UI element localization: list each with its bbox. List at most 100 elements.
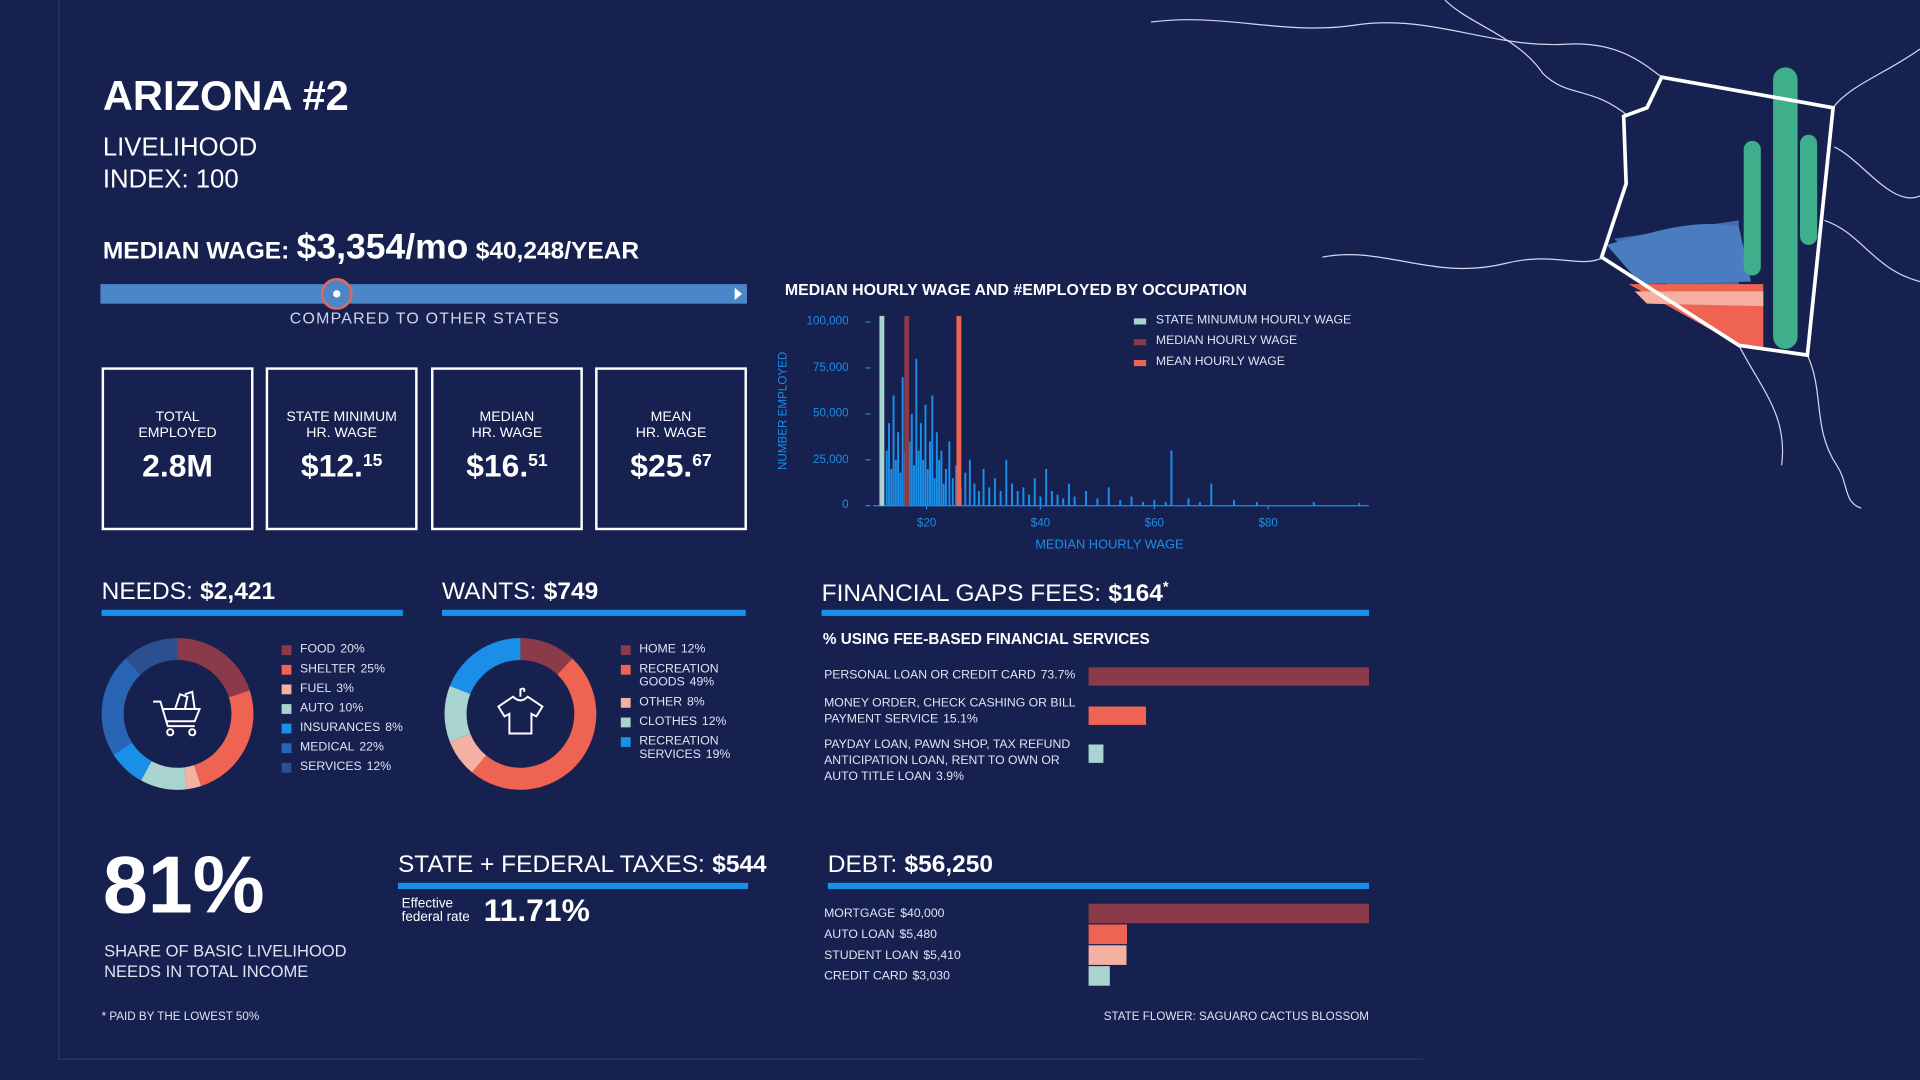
bar-category: STUDENT LOAN <box>824 948 919 963</box>
legend-item: INSURANCES 8% <box>281 721 441 735</box>
legend-item: FOOD 20% <box>281 642 441 657</box>
bar <box>1233 500 1236 506</box>
median-wage-yearly: $40,248/YEAR <box>475 237 640 265</box>
bar <box>1088 667 1369 686</box>
slider-arrow <box>734 287 743 301</box>
bar <box>910 413 913 506</box>
river <box>1824 219 1920 283</box>
bar-category: MORTGAGE <box>824 907 896 921</box>
bar <box>1187 498 1190 506</box>
legend-value: 12% <box>680 642 706 657</box>
bar-value: $5,410 <box>923 948 961 963</box>
landscape <box>1634 291 1764 307</box>
stat-value: $25.67 <box>630 446 712 484</box>
share-caption: SHARE OF BASIC LIVELIHOOD NEEDS IN TOTAL… <box>104 941 347 981</box>
legend-swatch <box>1133 339 1147 346</box>
legend-swatch <box>281 704 292 714</box>
donut-segment <box>113 742 152 781</box>
bar-value: 73.7% <box>1040 668 1076 683</box>
legend-item: RECREATION SERVICES 19% <box>620 734 734 762</box>
legend-swatch <box>281 723 292 734</box>
legend-value: 19% <box>705 748 731 762</box>
cactus <box>1743 140 1761 276</box>
legend-item: AUTO 10% <box>281 701 441 716</box>
donut-segment <box>101 658 141 755</box>
legend-item: OTHER 8% <box>620 696 734 709</box>
rate-label: Effective federal rate <box>401 896 470 925</box>
legend-label: RECREATION SERVICES <box>639 734 719 762</box>
bar <box>993 478 996 506</box>
donut-segment <box>472 658 597 790</box>
heading-rule <box>101 609 403 616</box>
stat-value: 2.8M <box>142 446 213 484</box>
section-heading: NEEDS: $2,421 <box>102 578 275 606</box>
bar <box>919 423 922 506</box>
legend-label: MEAN HOURLY WAGE <box>1155 355 1285 369</box>
donut-segment <box>520 637 573 675</box>
donut-segment <box>184 765 202 790</box>
bar <box>1088 945 1127 965</box>
legend-swatch <box>620 737 631 747</box>
section-title: FINANCIAL GAPS FEES: <box>821 580 1102 608</box>
bar-category: AUTO LOAN <box>824 928 895 942</box>
bar <box>1067 483 1070 506</box>
bar <box>935 432 938 506</box>
bar <box>1062 498 1065 506</box>
bar <box>977 491 980 506</box>
legend-label: AUTO <box>300 701 334 716</box>
legend-item: RECREATION GOODS 49% <box>620 662 734 690</box>
bar <box>1073 496 1076 506</box>
legend-swatch <box>281 684 292 695</box>
bar <box>942 483 945 506</box>
legend-label: FOOD <box>300 642 336 657</box>
state-flower: STATE FLOWER: SAGUARO CACTUS BLOSSOM <box>1103 1010 1369 1024</box>
stat-box: MEDIAN HR. WAGE $16.51 <box>431 367 583 531</box>
section-heading: DEBT: $56,250 <box>828 851 993 879</box>
y-tick-label: 25,000 <box>812 452 849 466</box>
bar <box>1119 500 1122 506</box>
river <box>1806 354 1862 509</box>
bar <box>1088 903 1369 924</box>
legend-text: HOME 12% <box>639 643 705 656</box>
x-axis-label: MEDIAN HOURLY WAGE <box>1035 537 1184 553</box>
river <box>1834 146 1920 199</box>
bar <box>1096 498 1099 506</box>
legend: FOOD 20% SHELTER 25% FUEL 3% AUTO 10% INSURANCES… <box>281 642 441 774</box>
legend-label: SERVICES <box>300 760 362 774</box>
bar <box>1312 502 1315 506</box>
donut-segment <box>125 637 178 675</box>
legend-label: RECREATION GOODS <box>639 662 719 690</box>
donut-segment <box>449 733 487 773</box>
legend-swatch <box>1133 318 1147 325</box>
bar <box>901 377 904 506</box>
bar-label: MONEY ORDER, CHECK CASHING OR BILL PAYME… <box>824 696 1084 728</box>
legend-value: 20% <box>340 642 365 657</box>
bar <box>894 459 897 506</box>
legend-swatch <box>281 645 292 656</box>
bar <box>1016 491 1019 506</box>
stat-box: MEAN HR. WAGE $25.67 <box>595 367 747 531</box>
footnote: * PAID BY THE LOWEST 50% <box>101 1010 260 1024</box>
slider-marker-dot <box>333 290 341 298</box>
bar <box>968 459 971 506</box>
legend-value: 10% <box>338 701 364 716</box>
wage-slider <box>100 284 747 304</box>
bar-label: AUTO LOAN $5,480 <box>824 927 1084 943</box>
bar <box>955 465 958 506</box>
bar <box>1107 487 1110 506</box>
bar <box>1056 494 1059 506</box>
bar <box>944 468 947 506</box>
heading-rule <box>442 609 746 616</box>
bar <box>929 441 931 506</box>
median-wage-monthly: $3,354/mo <box>296 227 469 267</box>
y-tick-label: 50,000 <box>812 406 849 421</box>
bar <box>924 404 927 506</box>
bar <box>931 395 934 506</box>
bar <box>973 483 976 506</box>
legend-value: 49% <box>689 675 715 690</box>
bar <box>1005 459 1008 506</box>
donut-segment <box>449 637 521 695</box>
legend-swatch <box>620 664 631 675</box>
